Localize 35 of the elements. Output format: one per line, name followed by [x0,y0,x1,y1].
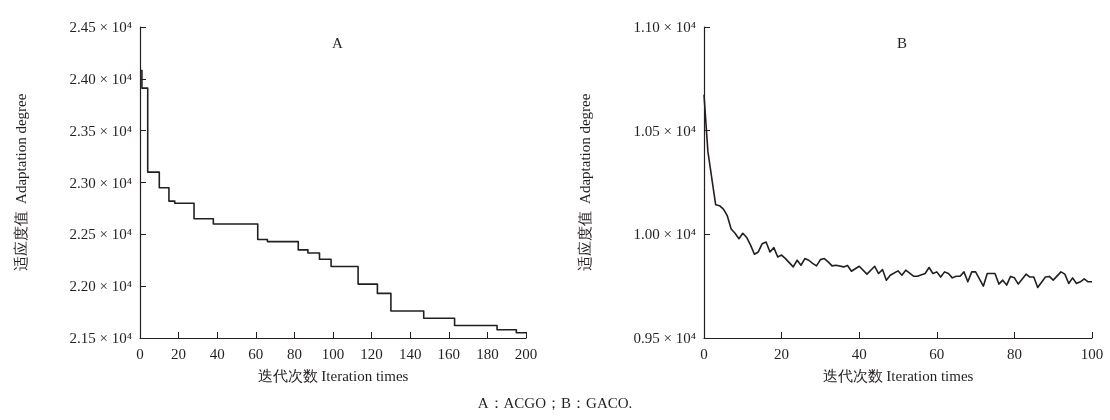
x-axis-title: 迭代次数 Iteration times [257,367,409,384]
y-tick-label: 2.20 × 10⁴ [69,278,132,295]
y-tick-label: 2.45 × 10⁴ [69,19,132,35]
y-axis-title: 适应度值 Adaptation degree [576,93,593,272]
y-tick-label: 2.25 × 10⁴ [69,226,132,243]
x-tick-label: 80 [286,345,302,362]
y-tick-label: 2.35 × 10⁴ [69,122,132,139]
text: A [332,34,343,51]
x-tick-label: 120 [360,345,383,362]
x-tick-label: 100 [1080,345,1104,362]
y-tick-label: 1.05 × 10⁴ [633,122,696,139]
x-tick-label: 60 [248,345,264,362]
x-tick-label: 140 [398,345,422,362]
x-tick-label: 20 [171,345,187,362]
y-axis-title: 适应度值 Adaptation degree [12,93,29,272]
x-tick-label: 160 [437,345,461,362]
text: B [897,34,908,51]
x-tick-label: 100 [321,345,345,362]
x-tick-label: 80 [1006,345,1022,362]
x-tick-label: 40 [209,345,225,362]
y-tick-label: 0.95 × 10⁴ [633,330,696,346]
x-tick-label: 200 [514,345,538,362]
x-tick-label: 40 [851,345,867,362]
y-tick-label: 2.15 × 10⁴ [69,330,132,346]
x-tick-label: 180 [476,345,499,362]
y-tick-label: 1.10 × 10⁴ [633,19,696,35]
y-tick-label: 1.00 × 10⁴ [633,226,696,243]
y-tick-label: 2.40 × 10⁴ [69,70,132,87]
text: A：ACGO；B：GACO. [476,394,634,413]
y-tick-label: 2.30 × 10⁴ [69,174,132,191]
x-tick-label: 60 [929,345,945,362]
x-tick-label: 20 [774,345,790,362]
x-tick-label: 0 [136,345,144,362]
x-axis-title: 迭代次数 Iteration times [822,367,974,384]
x-tick-label: 0 [700,345,708,362]
